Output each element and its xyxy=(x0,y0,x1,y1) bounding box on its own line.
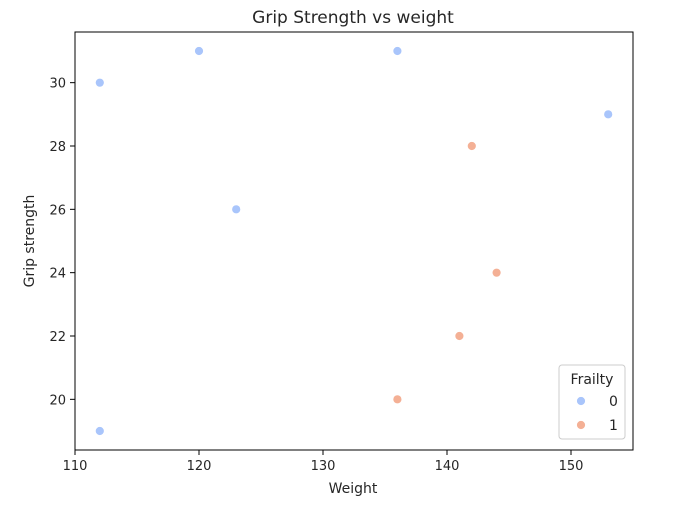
y-axis-label: Grip strength xyxy=(22,195,38,288)
legend: Frailty 0 1 xyxy=(558,364,626,440)
legend-marker-1 xyxy=(576,420,586,430)
legend-entry-label: 1 xyxy=(609,418,618,434)
x-tick-label: 140 xyxy=(435,459,460,474)
data-point-frailty-1 xyxy=(466,141,477,151)
data-point-frailty-0 xyxy=(94,426,105,436)
y-tick-label: 22 xyxy=(49,330,66,345)
x-tick-label: 110 xyxy=(63,459,88,474)
y-tick-label: 24 xyxy=(49,267,66,282)
y-tick-label: 26 xyxy=(49,203,66,218)
plot-area-frame xyxy=(74,31,634,451)
data-point-frailty-0 xyxy=(231,204,242,215)
data-point-frailty-1 xyxy=(392,394,403,405)
legend-marker-0 xyxy=(576,396,586,406)
data-point-frailty-1 xyxy=(454,331,465,341)
x-tick-label: 130 xyxy=(311,459,336,474)
data-point-frailty-0 xyxy=(392,46,403,56)
y-tick-label: 20 xyxy=(49,393,66,408)
x-axis-label: Weight xyxy=(329,481,378,497)
x-tick-label: 150 xyxy=(559,459,584,474)
y-tick-label: 28 xyxy=(49,140,66,155)
y-tick-label: 30 xyxy=(49,77,66,92)
data-point-frailty-0 xyxy=(603,109,614,120)
data-point-frailty-0 xyxy=(94,77,105,88)
data-points xyxy=(94,46,614,436)
chart-title: Grip Strength vs weight xyxy=(252,8,454,28)
legend-title: Frailty xyxy=(571,372,614,388)
data-point-frailty-0 xyxy=(194,46,204,56)
x-tick-label: 120 xyxy=(187,459,212,474)
legend-box xyxy=(558,364,626,440)
y-axis: 20 22 24 26 28 30 xyxy=(49,77,75,408)
data-point-frailty-1 xyxy=(491,267,502,278)
x-axis: 110 120 130 140 150 xyxy=(63,450,584,474)
legend-entry-label: 0 xyxy=(609,394,618,410)
